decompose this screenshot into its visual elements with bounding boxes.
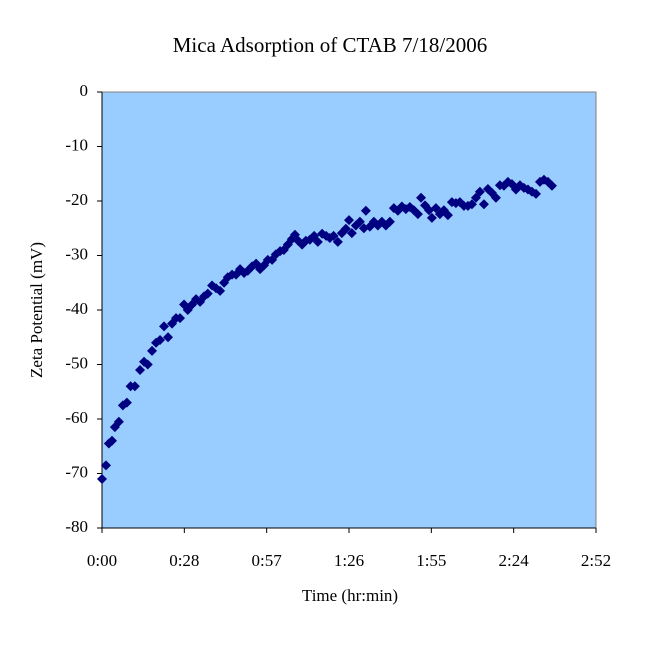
marker	[332, 236, 343, 247]
marker	[113, 416, 124, 427]
y-tick-label: -30	[65, 244, 88, 263]
y-tick-label: -10	[65, 135, 88, 154]
marker	[478, 199, 489, 210]
marker	[506, 179, 517, 190]
x-tick-label: 1:55	[416, 551, 446, 570]
marker	[360, 205, 371, 216]
marker	[175, 313, 186, 324]
x-tick-label: 0:57	[252, 551, 283, 570]
marker	[442, 210, 453, 221]
marker	[384, 216, 395, 227]
y-tick-label: -80	[65, 517, 88, 536]
marker	[215, 285, 226, 296]
y-tick-label: -50	[65, 353, 88, 372]
y-tick-label: -20	[65, 190, 88, 209]
x-tick-label: 0:00	[87, 551, 117, 570]
marker	[412, 209, 423, 220]
marker	[426, 212, 437, 223]
marker	[344, 215, 354, 226]
marker	[155, 334, 166, 345]
marker	[328, 230, 339, 241]
marker	[121, 397, 132, 408]
marker	[107, 435, 118, 446]
marker	[416, 192, 427, 203]
x-axis-label: Time (hr:min)	[302, 586, 398, 605]
marker	[466, 199, 477, 210]
y-tick-label: -60	[65, 408, 88, 427]
marker	[147, 345, 158, 356]
marker	[490, 192, 501, 203]
y-tick-label: 0	[80, 81, 89, 100]
marker	[546, 180, 557, 191]
x-tick-label: 1:26	[334, 551, 364, 570]
marker	[354, 216, 365, 227]
marker	[159, 321, 170, 332]
chart-title: Mica Adsorption of CTAB 7/18/2006	[173, 33, 487, 57]
marker	[101, 460, 112, 471]
marker	[530, 188, 541, 199]
x-tick-label: 2:52	[581, 551, 611, 570]
marker	[97, 473, 107, 484]
marker	[163, 332, 174, 343]
x-tick-label: 2:24	[499, 551, 530, 570]
y-axis-label: Zeta Potential (mV)	[27, 242, 46, 378]
y-tick-label: -70	[65, 462, 88, 481]
marker	[346, 228, 357, 239]
marker	[340, 223, 351, 234]
plot-area	[101, 91, 597, 529]
x-tick-label: 0:28	[169, 551, 199, 570]
y-tick-label: -40	[65, 299, 88, 318]
marker	[129, 381, 140, 392]
marker	[312, 236, 323, 247]
marker	[142, 359, 153, 370]
marker	[502, 176, 513, 187]
marker	[267, 254, 278, 265]
marker	[202, 288, 213, 299]
marker	[474, 186, 485, 197]
marker	[135, 364, 146, 375]
